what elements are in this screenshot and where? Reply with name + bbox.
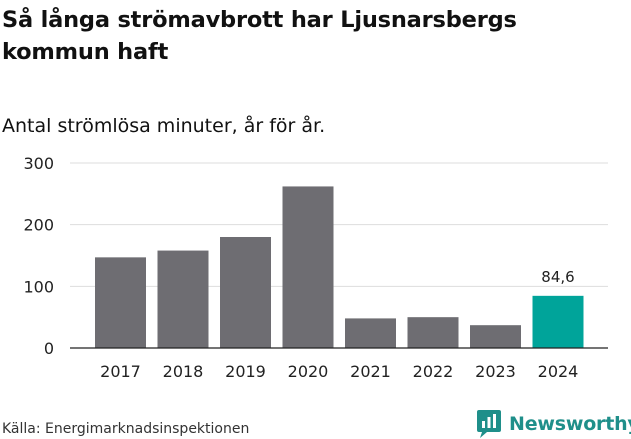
- x-tick-label: 2018: [163, 362, 204, 381]
- x-tick-label: 2019: [225, 362, 266, 381]
- chart-title: Så långa strömavbrott har Ljusnarsbergs …: [2, 7, 517, 65]
- newsworthy-logo-icon: [477, 410, 501, 438]
- bar-2023: [470, 325, 521, 348]
- data-labels: 84,6: [541, 268, 574, 286]
- bar-2020: [282, 186, 334, 348]
- bar-2017: [95, 257, 146, 348]
- source-note: Källa: Energimarknadsinspektionen: [2, 421, 250, 437]
- x-tick-label: 2020: [288, 362, 329, 381]
- data-label: 84,6: [541, 268, 574, 286]
- y-axis-ticks: 0 100 200 300: [23, 154, 54, 358]
- bar-2021: [345, 318, 396, 348]
- brand-name: Newsworthy: [509, 413, 631, 435]
- bars: [95, 186, 584, 348]
- chart-subtitle: Antal strömlösa minuter, år för år.: [2, 115, 326, 137]
- x-tick-label: 2023: [475, 362, 516, 381]
- brand-logo: Newsworthy: [476, 409, 631, 439]
- x-tick-label: 2021: [350, 362, 391, 381]
- x-tick-label: 2017: [100, 362, 141, 381]
- x-axis-ticks: 2017 2018 2019 2020 2021 2022 2023 2024: [100, 362, 578, 381]
- bar-2018: [157, 250, 209, 348]
- bar-2024: [532, 295, 584, 348]
- y-tick-label: 200: [23, 216, 54, 235]
- x-tick-label: 2022: [413, 362, 454, 381]
- x-tick-label: 2024: [538, 362, 579, 381]
- bar-2019: [220, 237, 271, 348]
- gridlines: [70, 162, 608, 287]
- y-tick-label: 0: [44, 339, 54, 358]
- y-tick-label: 100: [23, 277, 54, 296]
- y-tick-label: 300: [23, 154, 54, 173]
- bar-2022: [407, 317, 459, 348]
